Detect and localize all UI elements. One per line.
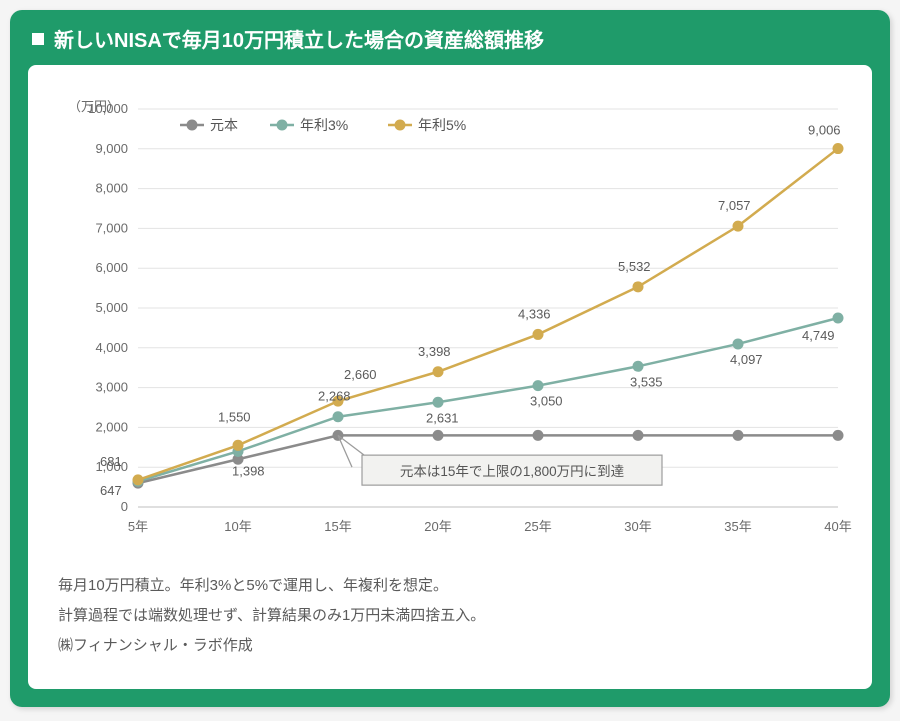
svg-text:8,000: 8,000 [95, 181, 128, 196]
title-bullet-icon [32, 33, 44, 45]
svg-text:10年: 10年 [224, 519, 251, 534]
note-line: ㈱フィナンシャル・ラボ作成 [58, 631, 842, 661]
svg-text:647: 647 [100, 483, 122, 498]
svg-text:15年: 15年 [324, 519, 351, 534]
svg-text:1,398: 1,398 [232, 463, 265, 478]
svg-text:4,000: 4,000 [95, 340, 128, 355]
line-chart: 01,0002,0003,0004,0005,0006,0007,0008,00… [58, 89, 858, 549]
svg-text:年利5%: 年利5% [418, 117, 466, 133]
svg-text:6,000: 6,000 [95, 260, 128, 275]
svg-text:（万円）: （万円） [68, 99, 120, 114]
svg-text:9,006: 9,006 [808, 123, 841, 138]
chart-title-bar: 新しいNISAで毎月10万円積立した場合の資産総額推移 [28, 10, 872, 65]
svg-text:年利3%: 年利3% [300, 117, 348, 133]
svg-text:5,532: 5,532 [618, 259, 651, 274]
chart-title: 新しいNISAで毎月10万円積立した場合の資産総額推移 [54, 24, 544, 53]
svg-text:2,268: 2,268 [318, 389, 351, 404]
chart-panel: 01,0002,0003,0004,0005,0006,0007,0008,00… [28, 65, 872, 689]
svg-text:25年: 25年 [524, 519, 551, 534]
outer-frame: 新しいNISAで毎月10万円積立した場合の資産総額推移 01,0002,0003… [10, 10, 890, 707]
svg-text:2,000: 2,000 [95, 419, 128, 434]
svg-text:3,050: 3,050 [530, 394, 563, 409]
svg-text:30年: 30年 [624, 519, 651, 534]
svg-text:2,660: 2,660 [344, 367, 377, 382]
svg-text:3,535: 3,535 [630, 374, 663, 389]
svg-text:7,057: 7,057 [718, 198, 751, 213]
svg-text:20年: 20年 [424, 519, 451, 534]
svg-text:40年: 40年 [824, 519, 851, 534]
chart-notes: 毎月10万円積立。年利3%と5%で運用し、年複利を想定。 計算過程では端数処理せ… [58, 571, 842, 661]
svg-text:9,000: 9,000 [95, 141, 128, 156]
svg-text:元本は15年で上限の1,800万円に到達: 元本は15年で上限の1,800万円に到達 [400, 464, 625, 479]
note-line: 毎月10万円積立。年利3%と5%で運用し、年複利を想定。 [58, 571, 842, 601]
svg-text:3,398: 3,398 [418, 344, 451, 359]
svg-text:0: 0 [121, 499, 128, 514]
svg-text:4,336: 4,336 [518, 306, 551, 321]
svg-text:1,550: 1,550 [218, 409, 251, 424]
svg-text:5,000: 5,000 [95, 300, 128, 315]
svg-text:3,000: 3,000 [95, 380, 128, 395]
svg-text:2,631: 2,631 [426, 410, 459, 425]
svg-text:4,749: 4,749 [802, 328, 835, 343]
svg-text:7,000: 7,000 [95, 220, 128, 235]
svg-text:681: 681 [100, 454, 122, 469]
chart-area: 01,0002,0003,0004,0005,0006,0007,0008,00… [58, 89, 842, 549]
note-line: 計算過程では端数処理せず、計算結果のみ1万円未満四捨五入。 [58, 601, 842, 631]
svg-text:4,097: 4,097 [730, 352, 763, 367]
svg-text:35年: 35年 [724, 519, 751, 534]
svg-text:元本: 元本 [210, 117, 238, 133]
svg-text:5年: 5年 [128, 519, 148, 534]
